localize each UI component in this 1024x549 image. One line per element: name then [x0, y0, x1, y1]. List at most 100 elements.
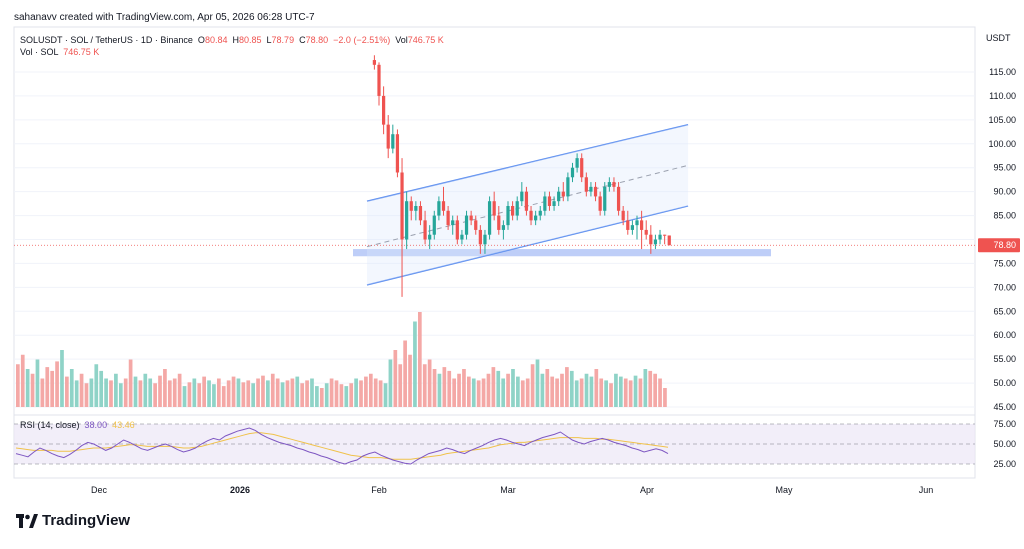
price-tick-label: 55.00 — [993, 354, 1016, 364]
volume-bar — [45, 367, 50, 407]
price-tick-label: 50.00 — [993, 378, 1016, 388]
candle-body — [469, 215, 473, 221]
volume-bar — [638, 378, 643, 407]
volume-legend: Vol · SOL 746.75 K — [20, 47, 99, 57]
volume-bar — [555, 378, 559, 407]
volume-bar — [344, 386, 349, 407]
price-tick-label: 65.00 — [993, 306, 1016, 316]
rsi-band — [14, 424, 975, 464]
last-price-tag[interactable] — [978, 238, 1020, 253]
candle-body — [400, 172, 404, 240]
volume-bar — [452, 378, 457, 407]
currency-label[interactable]: USDT — [986, 33, 1011, 43]
candle-body — [405, 201, 409, 240]
volume-bar — [177, 373, 182, 407]
volume-bar — [520, 380, 525, 407]
volume-bar — [305, 380, 309, 407]
volume-bar — [442, 367, 447, 407]
open-value: 80.84 — [204, 35, 228, 45]
candle-body — [460, 234, 464, 240]
volume-bar — [69, 369, 74, 407]
creator-line: sahanavv created with TradingView.com, A… — [14, 12, 315, 23]
time-tick-label: Dec — [91, 485, 108, 495]
volume-bar — [373, 378, 378, 407]
volume-bar — [182, 386, 187, 407]
volume-bar — [266, 380, 270, 407]
volume-bar — [540, 373, 545, 407]
volume-bar — [432, 369, 437, 407]
candle-body — [432, 215, 436, 235]
volume-bar — [40, 378, 45, 407]
high-label: H — [232, 35, 239, 45]
volume-bar — [256, 378, 260, 407]
candle-body — [492, 201, 496, 216]
volume-bar — [491, 367, 496, 407]
volume-bar — [30, 373, 35, 407]
volume-bar — [329, 378, 334, 407]
volume-bar — [290, 378, 295, 407]
volume-bar — [516, 376, 520, 407]
volume-bar — [192, 378, 197, 407]
support-zone[interactable] — [353, 249, 771, 257]
candle-body — [552, 201, 556, 206]
candle-body — [506, 206, 510, 226]
tradingview-logo[interactable]: TradingView — [16, 512, 130, 529]
candle-body — [409, 201, 413, 211]
candle-body — [547, 196, 552, 206]
volume-bar — [20, 354, 25, 407]
volume-bar — [114, 373, 118, 407]
volume-bar — [383, 383, 388, 407]
rsi-tick-label: 75.00 — [993, 419, 1016, 429]
candle-body — [543, 196, 547, 211]
price-tick-label: 70.00 — [993, 282, 1016, 292]
volume-bar — [584, 373, 589, 407]
change-value: −2.0 — [333, 35, 351, 45]
candle-body — [474, 220, 478, 230]
price-tick-label: 105.00 — [988, 115, 1016, 125]
volume-legend-value: 746.75 K — [63, 47, 100, 57]
candle-body — [395, 134, 400, 173]
volume-bar — [525, 378, 530, 407]
candle-body — [570, 167, 575, 178]
volume-bar — [486, 373, 491, 407]
volume-bar — [118, 383, 123, 407]
volume-bar — [457, 373, 461, 407]
volume-bar — [569, 370, 574, 407]
candle-body — [455, 220, 459, 240]
time-tick-label: Jun — [919, 485, 934, 495]
volume-bar — [275, 378, 280, 407]
volume-bar — [197, 383, 202, 407]
open-label: O — [197, 35, 205, 45]
candle-body — [524, 191, 529, 211]
volume-bar — [511, 369, 515, 407]
volume-bar — [643, 369, 648, 407]
candle-body — [483, 234, 487, 245]
volume-bar — [496, 370, 501, 407]
volume-bar — [614, 373, 618, 407]
rsi-legend-label[interactable]: RSI (14, close) — [20, 420, 80, 430]
volume-bar — [310, 378, 314, 407]
time-tick-label: May — [775, 485, 793, 495]
candle-body — [418, 206, 423, 221]
volume-bar — [16, 364, 20, 407]
volume-bar — [628, 380, 633, 407]
candle-body — [621, 210, 625, 221]
volume-bar — [623, 378, 628, 407]
vol-value: 746.75 K — [407, 35, 444, 45]
candle-body — [386, 124, 390, 149]
candle-body — [658, 234, 662, 240]
channel-upper-line[interactable] — [366, 123, 689, 202]
last-price-tag-label: 78.80 — [993, 240, 1016, 250]
volume-bar — [422, 364, 427, 407]
symbol-name[interactable]: SOLUSDT · SOL / TetherUS · 1D · Binance — [20, 35, 193, 45]
tradingview-logo-text: TradingView — [42, 512, 131, 529]
volume-bar — [437, 373, 442, 407]
volume-bar — [133, 376, 138, 407]
volume-bar — [560, 373, 564, 407]
volume-legend-label[interactable]: Vol · SOL — [20, 47, 59, 57]
volume-bar — [413, 321, 417, 407]
high-value: 80.85 — [238, 35, 262, 45]
volume-bar — [618, 376, 623, 407]
volume-bar — [99, 370, 104, 407]
